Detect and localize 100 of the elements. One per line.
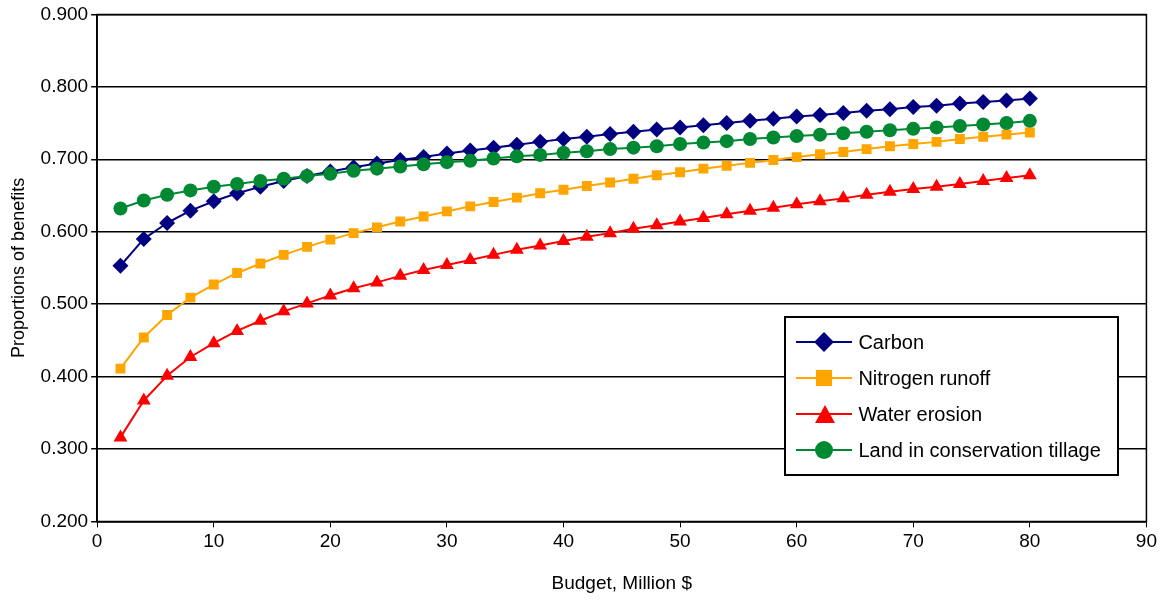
point — [602, 125, 619, 142]
x-tick-label: 80 — [1019, 530, 1041, 552]
point — [999, 170, 1014, 183]
point — [603, 142, 618, 157]
point — [718, 115, 735, 132]
legend-label: Nitrogen runoff — [858, 366, 991, 390]
point — [743, 131, 758, 146]
point — [556, 233, 571, 246]
point — [509, 241, 524, 254]
point — [859, 186, 874, 199]
point — [719, 134, 734, 149]
point — [721, 160, 732, 171]
point — [393, 159, 408, 174]
point — [115, 363, 126, 374]
point — [1021, 90, 1038, 107]
point — [975, 94, 992, 111]
point — [648, 121, 665, 138]
point — [370, 274, 384, 287]
point — [348, 228, 359, 239]
point — [372, 222, 382, 233]
y-tick-label: 0.600 — [40, 219, 89, 241]
point — [719, 206, 734, 219]
x-tick-label: 70 — [902, 530, 924, 552]
point — [463, 153, 478, 168]
y-tick-label: 0.400 — [40, 364, 89, 386]
x-tick-label: 40 — [552, 530, 575, 552]
point — [136, 193, 151, 208]
point — [416, 157, 431, 172]
point — [488, 197, 499, 207]
point — [465, 201, 476, 212]
point — [858, 102, 875, 119]
point — [906, 180, 921, 193]
point — [160, 367, 175, 380]
point — [743, 202, 757, 215]
point — [393, 267, 408, 280]
point — [255, 258, 266, 269]
point — [789, 129, 804, 144]
point — [859, 124, 874, 139]
point — [112, 257, 129, 274]
point — [253, 173, 268, 188]
y-axis-title: Proportions of benefits — [7, 177, 28, 358]
point — [766, 130, 781, 145]
point — [159, 214, 176, 231]
point — [951, 95, 968, 112]
point — [486, 246, 501, 259]
point — [323, 287, 338, 300]
point — [628, 173, 639, 184]
point — [232, 268, 242, 278]
point — [883, 183, 897, 196]
point — [768, 155, 779, 165]
x-axis-title: Budget, Million $ — [551, 571, 693, 593]
point — [695, 117, 712, 134]
point — [605, 177, 616, 188]
point — [278, 249, 289, 260]
legend-label: Carbon — [858, 330, 925, 354]
point — [325, 234, 336, 245]
point — [929, 178, 944, 191]
point — [766, 199, 781, 212]
point — [183, 183, 198, 198]
point — [509, 149, 524, 164]
x-tick-label: 90 — [1135, 530, 1157, 552]
point — [1001, 129, 1012, 140]
point — [626, 140, 641, 155]
point — [395, 216, 406, 227]
point — [788, 108, 805, 125]
y-tick-label: 0.200 — [40, 509, 89, 531]
point — [416, 262, 431, 275]
point — [533, 147, 548, 162]
point — [626, 220, 641, 233]
point — [675, 167, 686, 178]
point — [205, 193, 222, 210]
point — [836, 190, 851, 203]
point — [696, 135, 711, 150]
point — [535, 188, 546, 199]
point — [369, 161, 384, 176]
x-tick-label: 20 — [319, 530, 341, 552]
point — [206, 179, 221, 194]
point — [439, 155, 454, 170]
point — [698, 163, 709, 174]
point — [673, 213, 688, 226]
point — [1022, 113, 1037, 128]
point — [346, 163, 361, 178]
point — [581, 181, 592, 192]
point — [742, 112, 759, 129]
point — [998, 92, 1015, 109]
point — [138, 332, 149, 343]
point — [208, 279, 219, 290]
point — [302, 241, 312, 252]
point — [978, 131, 989, 142]
x-tick-label: 60 — [786, 530, 808, 552]
point — [346, 280, 361, 293]
point — [418, 211, 429, 222]
point — [578, 128, 595, 145]
point — [230, 322, 244, 335]
point — [672, 119, 689, 136]
point — [861, 144, 872, 155]
point — [999, 116, 1014, 131]
x-tick-label: 10 — [203, 530, 225, 552]
point — [881, 101, 898, 118]
point — [954, 134, 965, 144]
